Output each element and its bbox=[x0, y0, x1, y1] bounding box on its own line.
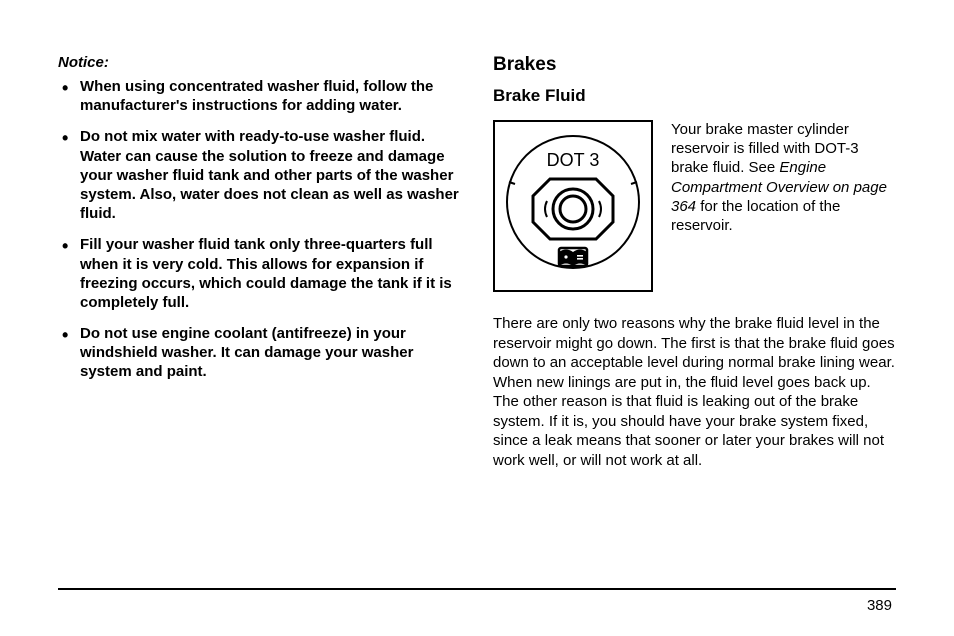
brake-body-paragraph: There are only two reasons why the brake… bbox=[493, 314, 896, 470]
notice-list: When using concentrated washer fluid, fo… bbox=[58, 77, 461, 382]
left-column: Notice: When using concentrated washer f… bbox=[58, 54, 461, 470]
notice-item: Do not use engine coolant (antifreeze) i… bbox=[80, 324, 461, 382]
intro-pre: Your brake master cylinder reservoir is … bbox=[671, 121, 859, 176]
subsection-heading-brake-fluid: Brake Fluid bbox=[493, 86, 896, 106]
notice-item: When using concentrated washer fluid, fo… bbox=[80, 77, 461, 115]
intro-post: for the location of the reservoir. bbox=[671, 198, 840, 234]
brake-cap-figure: DOT 3 bbox=[493, 120, 653, 292]
notice-item: Do not mix water with ready-to-use washe… bbox=[80, 127, 461, 223]
manual-page: Notice: When using concentrated washer f… bbox=[0, 0, 954, 636]
brake-cap-svg: DOT 3 bbox=[495, 122, 651, 290]
page-number: 389 bbox=[867, 597, 892, 614]
figure-and-intro-row: DOT 3 bbox=[493, 120, 896, 292]
brake-intro-text: Your brake master cylinder reservoir is … bbox=[671, 120, 896, 292]
notice-heading: Notice: bbox=[58, 54, 461, 71]
footer-rule bbox=[58, 588, 896, 590]
right-column: Brakes Brake Fluid DOT 3 bbox=[493, 54, 896, 470]
manual-book-icon bbox=[559, 248, 587, 266]
notice-item: Fill your washer fluid tank only three-q… bbox=[80, 235, 461, 312]
cap-label-text: DOT 3 bbox=[547, 150, 600, 170]
two-column-layout: Notice: When using concentrated washer f… bbox=[58, 54, 896, 470]
section-heading-brakes: Brakes bbox=[493, 54, 896, 76]
